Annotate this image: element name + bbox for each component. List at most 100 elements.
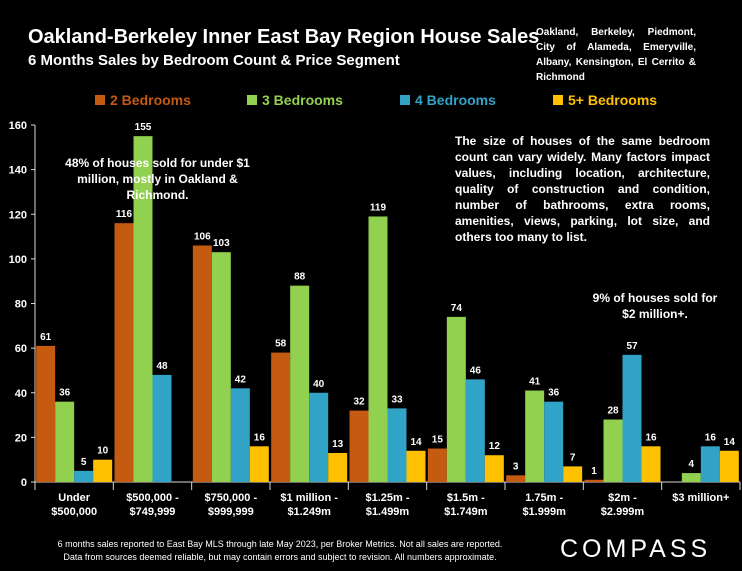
data-label: 10 — [97, 446, 109, 457]
x-tick-label: $1.25m - — [365, 492, 409, 504]
bar — [133, 136, 153, 482]
data-label: 28 — [607, 406, 619, 417]
bar — [563, 466, 583, 482]
y-tick-label: 60 — [15, 343, 27, 355]
legend-label: 5+ Bedrooms — [568, 92, 658, 108]
data-label: 88 — [294, 272, 306, 283]
bar — [93, 459, 113, 482]
data-label: 14 — [410, 437, 422, 448]
legend: 2 Bedrooms 3 Bedrooms 4 Bedrooms 5+ Bedr… — [0, 92, 742, 110]
data-label: 36 — [59, 388, 71, 399]
data-label: 57 — [626, 341, 638, 352]
y-tick-label: 80 — [15, 299, 27, 311]
data-label: 16 — [705, 432, 717, 443]
data-label: 48 — [156, 361, 168, 372]
x-tick-label: $1.999m — [522, 506, 566, 518]
bar — [271, 352, 291, 482]
data-label: 61 — [40, 332, 52, 343]
data-label: 46 — [470, 365, 482, 376]
bar — [152, 374, 172, 482]
data-label: 15 — [432, 435, 444, 446]
data-label: 106 — [194, 231, 211, 242]
x-tick-label: $1 million - — [280, 492, 338, 504]
bar — [603, 419, 623, 482]
annotation-under-1m: 48% of houses sold for under $1 million,… — [65, 156, 250, 202]
y-tick-label: 40 — [15, 388, 27, 400]
bar — [309, 392, 329, 482]
legend-item-2-bedrooms: 2 Bedrooms — [95, 92, 191, 108]
data-label: 32 — [353, 397, 365, 408]
x-tick-label: $749,999 — [130, 506, 176, 518]
x-tick-label: Under — [58, 492, 91, 504]
data-label: 155 — [135, 122, 152, 133]
data-label: 14 — [724, 437, 736, 448]
x-tick-label: $999,999 — [208, 506, 254, 518]
bar — [36, 345, 56, 482]
bar — [406, 450, 426, 482]
bar — [192, 245, 212, 482]
data-label: 12 — [489, 441, 501, 452]
data-label: 119 — [370, 202, 387, 213]
y-tick-label: 120 — [9, 209, 27, 221]
x-tick-label: $2m - — [608, 492, 637, 504]
legend-item-3-bedrooms: 3 Bedrooms — [247, 92, 343, 108]
bar — [544, 401, 564, 482]
chart-subtitle: 6 Months Sales by Bedroom Count & Price … — [28, 52, 400, 69]
legend-swatch — [247, 95, 257, 105]
x-tick-label: $500,000 - — [126, 492, 179, 504]
bar — [230, 388, 250, 482]
bar — [641, 446, 661, 482]
footnote-line-1: 6 months sales reported to East Bay MLS … — [57, 539, 503, 549]
legend-label: 4 Bedrooms — [415, 92, 496, 108]
data-label: 5 — [81, 457, 87, 468]
x-tick-label: $500,000 — [51, 506, 97, 518]
bar — [465, 379, 485, 482]
bar — [328, 452, 348, 482]
x-tick-label: $1.749m — [444, 506, 488, 518]
data-label: 33 — [391, 394, 403, 405]
annotation-variance: The size of houses of the same bedroom c… — [455, 134, 710, 244]
y-tick-label: 140 — [9, 165, 27, 177]
chart-title: Oakland-Berkeley Inner East Bay Region H… — [28, 26, 540, 48]
legend-item-4-bedrooms: 4 Bedrooms — [400, 92, 496, 108]
legend-item-5-bedrooms: 5+ Bedrooms — [553, 92, 657, 108]
data-label: 13 — [332, 439, 344, 450]
legend-label: 3 Bedrooms — [262, 92, 343, 108]
data-label: 58 — [275, 339, 287, 350]
data-label: 116 — [116, 209, 133, 220]
bar — [349, 410, 369, 482]
y-tick-label: 100 — [9, 254, 27, 266]
data-label: 41 — [529, 377, 541, 388]
legend-label: 2 Bedrooms — [110, 92, 191, 108]
x-tick-label: $750,000 - — [205, 492, 258, 504]
bar — [484, 455, 504, 482]
x-tick-label: $1.249m — [287, 506, 331, 518]
y-tick-label: 160 — [9, 120, 27, 132]
bar — [368, 216, 388, 482]
y-tick-label: 0 — [21, 477, 27, 489]
data-label: 40 — [313, 379, 325, 390]
data-label: 74 — [451, 303, 463, 314]
data-label: 42 — [235, 374, 247, 385]
legend-swatch — [400, 95, 410, 105]
bar — [211, 252, 231, 482]
bar — [249, 446, 269, 482]
y-tick-label: 20 — [15, 432, 27, 444]
bar — [700, 446, 720, 482]
data-label: 1 — [591, 466, 597, 477]
data-label: 3 — [513, 461, 519, 472]
data-label: 103 — [213, 238, 230, 249]
bar — [74, 470, 94, 482]
data-label: 16 — [645, 432, 657, 443]
bar — [719, 450, 739, 482]
x-tick-label: $1.499m — [366, 506, 410, 518]
compass-logo: COMPASS — [560, 535, 712, 563]
data-label: 16 — [254, 432, 266, 443]
region-list: Oakland, Berkeley, Piedmont, City of Ala… — [536, 27, 696, 83]
footnote: 6 months sales reported to East Bay MLS … — [50, 538, 510, 564]
x-tick-label: $3 million+ — [672, 492, 729, 504]
bar — [506, 475, 526, 482]
bar — [55, 401, 75, 482]
legend-swatch — [95, 95, 105, 105]
bar — [427, 448, 447, 482]
